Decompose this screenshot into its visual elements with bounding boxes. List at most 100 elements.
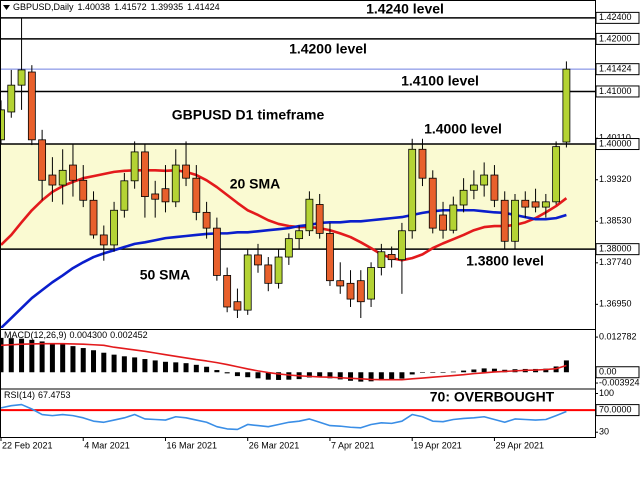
macd-bar — [306, 372, 312, 378]
x-tick-label: 7 Apr 2021 — [331, 440, 375, 450]
candle-body — [141, 151, 149, 197]
macd-bar — [111, 354, 117, 373]
level-label: 1.4200 level — [289, 41, 367, 57]
main-pane — [0, 17, 595, 328]
macd-bar — [234, 372, 240, 377]
candle-body — [264, 264, 273, 284]
overlay: 20 SMA 50 SMA 1.4240 level 1.4200 level 1.41… — [0, 1, 640, 450]
readout-value: 1.40038 — [78, 2, 111, 12]
macd-bar — [276, 372, 282, 380]
series-label: 20 SMA — [230, 176, 281, 192]
candle-body — [428, 177, 437, 229]
macd-bar — [348, 372, 354, 381]
macd-bar — [91, 350, 97, 373]
candle-body — [500, 199, 509, 242]
candle-body — [89, 199, 98, 236]
candle-body — [541, 201, 550, 208]
candle-body — [521, 199, 530, 208]
candle-body — [48, 174, 57, 186]
macd-bar — [245, 372, 251, 378]
indicator-title: RSI(14) — [4, 390, 35, 400]
rsi-line — [0, 403, 567, 431]
macd-bar — [430, 372, 436, 373]
candle-body — [7, 84, 16, 113]
readout-value: 0.004300 — [70, 330, 108, 340]
macd-bar — [419, 372, 425, 373]
candle-body — [17, 69, 26, 86]
y-tick-label: 1.38000 — [599, 244, 632, 254]
candle-body — [212, 227, 221, 276]
macd-bar — [173, 362, 179, 373]
candle-body — [398, 230, 406, 261]
overbought-label: 70: OVERBOUGHT — [430, 389, 555, 405]
candle-body — [439, 214, 447, 231]
candle-body — [171, 164, 180, 203]
macd-bar — [471, 369, 477, 373]
macd-bar — [204, 366, 210, 373]
candle-body — [469, 184, 478, 191]
annotation: GBPUSD D1 timeframe — [172, 107, 325, 123]
y-tick-label: 1.38530 — [599, 216, 632, 226]
macd-bar — [70, 346, 76, 373]
macd-bar — [0, 337, 4, 373]
macd-bar — [142, 359, 148, 373]
level-label: 1.3800 level — [466, 253, 544, 269]
candle-body — [274, 256, 283, 284]
candle-body — [192, 177, 201, 213]
candle-body — [490, 174, 499, 201]
macd-bar — [286, 372, 292, 380]
candle-body — [99, 234, 108, 246]
macd-bar — [183, 363, 189, 373]
y-tick-label: 100 — [599, 388, 614, 398]
candle-body — [27, 71, 36, 141]
candle-body — [110, 209, 118, 246]
macd-bar — [409, 372, 415, 375]
sma-line — [0, 208, 567, 328]
menu-icon — [3, 5, 10, 10]
candle-body — [480, 174, 489, 186]
candle-body — [151, 193, 160, 200]
level-label: 1.4000 level — [424, 121, 502, 137]
readout-value: 1.41424 — [187, 2, 220, 12]
macd-bar — [389, 372, 395, 380]
y-tick-label: 1.39320 — [599, 174, 632, 184]
candle-body — [305, 198, 314, 232]
level-label: 1.4100 level — [401, 73, 479, 89]
macd-bar — [543, 368, 549, 373]
x-tick-label: 19 Apr 2021 — [413, 440, 462, 450]
readout-value: 1.39935 — [151, 2, 184, 12]
candle-body — [38, 139, 47, 181]
candle-body — [367, 267, 375, 300]
rsi-header: RSI(14) 67.4753 — [4, 390, 71, 400]
macd-bar — [60, 344, 66, 373]
candle-body — [408, 148, 417, 232]
candle-body — [387, 254, 396, 261]
macd-bar — [461, 370, 467, 373]
chart-title: GBPUSD,Daily — [13, 2, 74, 12]
x-tick-label: 26 Mar 2021 — [249, 440, 300, 450]
macd-bar — [481, 368, 487, 373]
candle-body — [58, 169, 67, 186]
y-tick-label: 1.42000 — [599, 33, 632, 43]
macd-bar — [193, 364, 199, 373]
candle-body — [182, 164, 190, 179]
chart-header: GBPUSD,Daily 1.40038 1.41572 1.39935 1.41424 — [13, 2, 220, 12]
series-label: 50 SMA — [140, 267, 191, 283]
macd-bar — [265, 372, 271, 380]
readout-value: 1.41572 — [114, 2, 147, 12]
candle-body — [120, 180, 129, 211]
candle-body — [562, 68, 571, 143]
frame — [0, 0, 596, 438]
candle-body — [161, 188, 170, 203]
candle-body — [336, 280, 345, 287]
candle-body — [284, 238, 293, 258]
y-tick-label: 1.37740 — [599, 257, 632, 267]
candle-body — [346, 282, 355, 300]
macd-bar — [49, 343, 55, 373]
candle-body — [449, 204, 458, 231]
macd-bar — [327, 372, 333, 379]
candle-body — [418, 148, 427, 179]
macd-bar — [317, 372, 323, 377]
